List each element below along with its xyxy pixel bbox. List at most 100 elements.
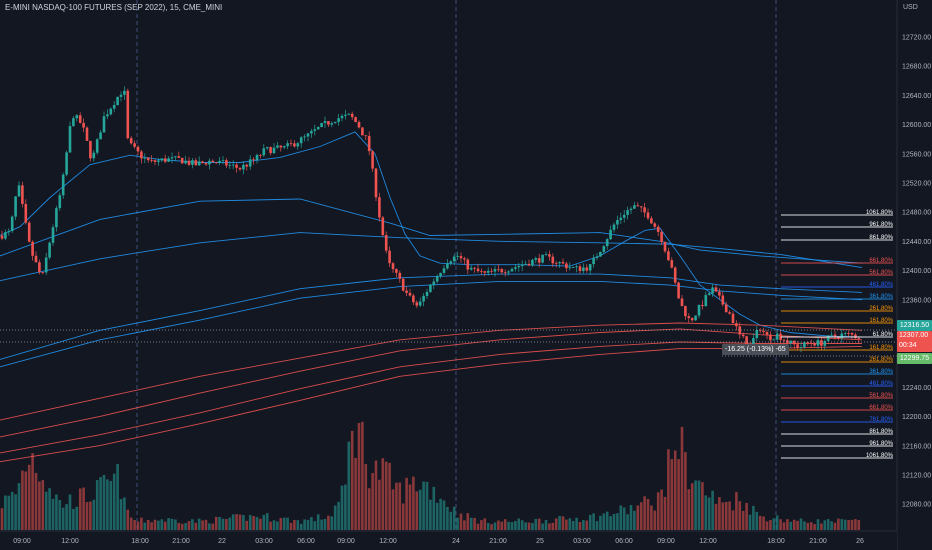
currency-label[interactable]: USD [903,4,918,11]
candle-body [17,185,21,197]
candle-body [38,262,41,273]
candle-body [466,259,470,270]
volume-bar [238,514,242,530]
time-tick-label: 12:00 [379,538,397,545]
candle-body [571,267,575,268]
volume-bar [629,505,633,530]
volume-bar [405,477,408,530]
candle-body [347,113,351,115]
volume-bar [592,513,595,530]
volume-bar [626,514,629,530]
price-axis-bg[interactable] [897,0,932,550]
time-axis-bg[interactable] [0,531,897,550]
candle-body [694,315,697,321]
volume-bar [167,517,170,530]
candle-body [772,339,776,341]
fib-level-label: 861.80% [869,429,893,435]
volume-bar [792,519,796,530]
fib-level-label: 461.80% [869,381,893,387]
volume-bar [833,522,837,530]
volume-bar [55,494,58,530]
volume-bar [456,517,459,530]
candle-body [293,143,296,147]
volume-bar [221,518,225,530]
volume-bar [112,473,116,530]
volume-bar [89,501,92,530]
candle-body [677,282,680,299]
volume-bar [476,523,480,530]
volume-bar [306,519,310,530]
volume-bar [4,495,7,530]
volume-bar [350,430,354,530]
candle-body [755,330,759,339]
volume-bar [758,515,762,530]
candle-body [514,267,517,269]
candle-body [823,341,827,346]
price-tick-label: 12160.00 [902,443,931,450]
volume-bar [806,522,810,530]
candle-body [58,195,62,209]
volume-bar [568,518,572,530]
candle-body [741,334,745,337]
volume-bar [17,483,21,530]
candle-body [412,295,415,303]
candle-body [218,160,221,163]
fibonacci-extension-tool[interactable]: 1061.80% 961.80% 861.80% 661.80% 561.80% 461.… [781,210,894,459]
volume-bar [752,505,755,530]
candle-body [415,302,419,306]
volume-bar [551,522,555,530]
volume-bar [843,519,847,530]
candle-body [92,152,96,159]
candle-body [4,232,7,239]
candle-body [656,226,660,232]
volume-bar [51,498,55,530]
candle-body [422,295,425,302]
volume-bar [398,482,402,530]
candle-body [14,196,17,217]
volume-bar [265,513,269,530]
candle-body [398,272,402,279]
candle-body [221,160,225,162]
volume-bar [769,520,772,530]
candle-body [843,332,847,334]
candle-body [160,158,164,161]
volume-bar [602,513,606,530]
price-tag-green: 12316.50 [897,320,932,331]
volume-bar [609,516,612,530]
volume-bar [391,489,395,530]
volume-bar [463,520,466,530]
moving-average-line [0,198,863,264]
candle-body [493,269,497,272]
candle-body [163,158,167,162]
price-tick-label: 12640.00 [902,93,931,100]
volume-bar [670,459,674,530]
fib-level-label: 961.80% [869,441,893,447]
volume-bar [384,461,388,530]
volume-bar [646,498,650,530]
measure-label: -16.25 (-0.13%) -65 [722,344,789,355]
candle-body [833,334,837,337]
candle-body [24,203,28,223]
candle-body [616,220,619,225]
volume-bar [537,518,541,530]
volume-bar [612,513,616,530]
candle-body [310,130,313,134]
price-tick-label: 12360.00 [902,297,931,304]
volume-bar [75,506,79,530]
volume-bar [840,519,844,530]
candle-body [731,313,735,324]
volume-bar [663,496,667,530]
fib-level-label: 561.80% [869,393,893,399]
volume-bar [357,423,361,530]
volume-bar [218,516,221,530]
candle-body [106,114,109,117]
volume-bar [442,500,446,530]
fib-level-label: 1061.80% [866,210,894,216]
volume-bar [27,464,31,530]
volume-bar [0,508,4,530]
volume-bar [344,484,347,530]
volume-bar [408,484,412,530]
time-tick-label: 18:00 [131,538,149,545]
volume-bar [449,511,453,530]
